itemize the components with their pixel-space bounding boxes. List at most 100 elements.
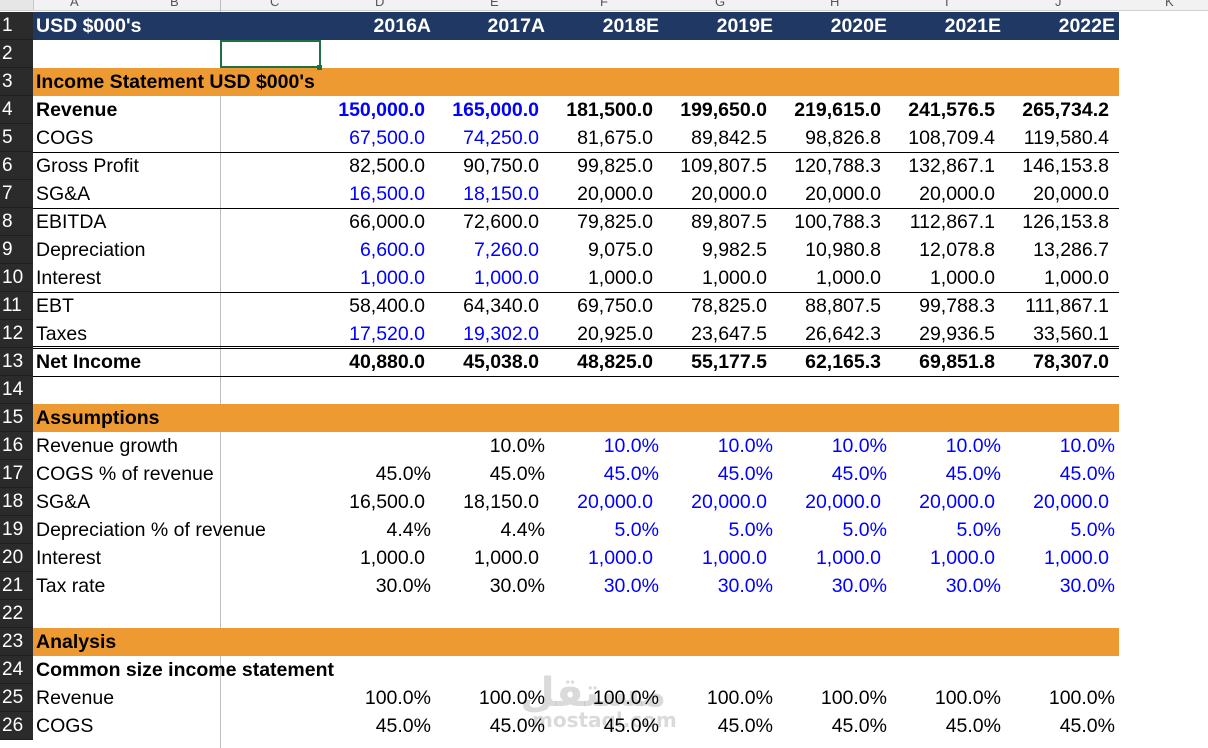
row-number[interactable]: 22 xyxy=(0,600,33,628)
row-number[interactable]: 15 xyxy=(0,404,33,432)
value-cell[interactable]: 79,825.0 xyxy=(577,211,653,233)
value-cell[interactable]: 89,842.5 xyxy=(691,127,767,149)
row-number[interactable]: 17 xyxy=(0,460,33,488)
value-cell[interactable]: 72,600.0 xyxy=(463,211,539,233)
value-cell[interactable]: 45.0% xyxy=(945,463,1001,485)
value-cell[interactable]: 10,980.8 xyxy=(805,239,881,261)
year-header-cell[interactable]: 2021E xyxy=(944,15,1001,37)
row-label-cell[interactable]: SG&A xyxy=(36,491,91,513)
row-number[interactable]: 21 xyxy=(0,572,33,600)
value-cell[interactable]: 45.0% xyxy=(1059,463,1115,485)
value-cell[interactable]: 20,000.0 xyxy=(577,183,653,205)
value-cell[interactable]: 88,807.5 xyxy=(805,295,881,317)
value-cell[interactable]: 45.0% xyxy=(717,463,773,485)
value-cell[interactable]: 78,307.0 xyxy=(1033,351,1109,373)
value-cell[interactable]: 45.0% xyxy=(831,463,887,485)
value-cell[interactable]: 30.0% xyxy=(1059,575,1115,597)
value-cell[interactable]: 18,150.0 xyxy=(463,183,539,205)
value-cell[interactable]: 30.0% xyxy=(831,575,887,597)
row-number[interactable]: 19 xyxy=(0,516,33,544)
value-cell[interactable]: 5.0% xyxy=(956,519,1001,541)
value-cell[interactable]: 20,000.0 xyxy=(1033,491,1109,513)
value-cell[interactable]: 10.0% xyxy=(489,435,545,457)
value-cell[interactable]: 45.0% xyxy=(489,715,545,737)
row-label-cell[interactable]: Analysis xyxy=(36,631,117,653)
value-cell[interactable]: 40,880.0 xyxy=(349,351,425,373)
value-cell[interactable]: 265,734.2 xyxy=(1022,99,1109,121)
value-cell[interactable]: 109,807.5 xyxy=(680,155,767,177)
value-cell[interactable]: 20,000.0 xyxy=(805,183,881,205)
year-header-cell[interactable]: 2020E xyxy=(830,15,887,37)
value-cell[interactable]: 100.0% xyxy=(364,687,431,709)
column-letter[interactable]: A xyxy=(70,0,79,9)
selected-cell-c2[interactable] xyxy=(220,40,321,68)
value-cell[interactable]: 126,153.8 xyxy=(1022,211,1109,233)
row-label-cell[interactable]: Interest xyxy=(36,267,102,289)
value-cell[interactable]: 45.0% xyxy=(603,463,659,485)
value-cell[interactable]: 10.0% xyxy=(945,435,1001,457)
row-number[interactable]: 4 xyxy=(0,96,33,124)
row-label-cell[interactable]: Revenue xyxy=(36,687,115,709)
column-letter[interactable]: J xyxy=(1055,0,1062,9)
value-cell[interactable]: 1,000.0 xyxy=(929,547,995,569)
value-cell[interactable]: 10.0% xyxy=(603,435,659,457)
row-number[interactable]: 24 xyxy=(0,656,33,684)
value-cell[interactable]: 146,153.8 xyxy=(1022,155,1109,177)
value-cell[interactable]: 89,807.5 xyxy=(691,211,767,233)
column-letter[interactable]: H xyxy=(830,0,840,9)
value-cell[interactable]: 29,936.5 xyxy=(919,323,995,345)
value-cell[interactable]: 1,000.0 xyxy=(701,547,767,569)
row-label-cell[interactable]: EBITDA xyxy=(36,211,107,233)
value-cell[interactable]: 1,000.0 xyxy=(701,267,767,289)
value-cell[interactable]: 100.0% xyxy=(934,687,1001,709)
value-cell[interactable]: 30.0% xyxy=(717,575,773,597)
row-label-cell[interactable]: Gross Profit xyxy=(36,155,139,177)
row-number[interactable]: 10 xyxy=(0,264,33,292)
value-cell[interactable]: 4.4% xyxy=(500,519,545,541)
row-number[interactable]: 20 xyxy=(0,544,33,572)
value-cell[interactable]: 30.0% xyxy=(489,575,545,597)
value-cell[interactable]: 5.0% xyxy=(1070,519,1115,541)
value-cell[interactable]: 82,500.0 xyxy=(349,155,425,177)
value-cell[interactable]: 17,520.0 xyxy=(349,323,425,345)
value-cell[interactable]: 1,000.0 xyxy=(929,267,995,289)
row-number[interactable]: 26 xyxy=(0,712,33,740)
value-cell[interactable]: 33,560.1 xyxy=(1033,323,1109,345)
year-header-cell[interactable]: 2016A xyxy=(373,15,431,37)
value-cell[interactable]: 55,177.5 xyxy=(691,351,767,373)
column-letter[interactable]: I xyxy=(945,0,949,9)
value-cell[interactable]: 1,000.0 xyxy=(815,267,881,289)
value-cell[interactable]: 58,400.0 xyxy=(349,295,425,317)
year-header-cell[interactable]: 2017A xyxy=(487,15,545,37)
value-cell[interactable]: 5.0% xyxy=(614,519,659,541)
value-cell[interactable]: 20,000.0 xyxy=(1033,183,1109,205)
value-cell[interactable]: 78,825.0 xyxy=(691,295,767,317)
row-number[interactable]: 7 xyxy=(0,180,33,208)
value-cell[interactable]: 64,340.0 xyxy=(463,295,539,317)
value-cell[interactable]: 69,851.8 xyxy=(919,351,995,373)
value-cell[interactable]: 30.0% xyxy=(603,575,659,597)
row-label-cell[interactable]: COGS xyxy=(36,127,94,149)
row-label-cell[interactable]: COGS % of revenue xyxy=(36,463,214,485)
value-cell[interactable]: 132,867.1 xyxy=(908,155,995,177)
value-cell[interactable]: 1,000.0 xyxy=(1043,267,1109,289)
value-cell[interactable]: 1,000.0 xyxy=(587,267,653,289)
row-number[interactable]: 23 xyxy=(0,628,33,656)
value-cell[interactable]: 20,000.0 xyxy=(919,183,995,205)
value-cell[interactable]: 1,000.0 xyxy=(473,547,539,569)
value-cell[interactable]: 111,867.1 xyxy=(1025,295,1109,317)
value-cell[interactable]: 6,600.0 xyxy=(359,239,425,261)
column-letter[interactable]: F xyxy=(600,0,608,9)
row-number[interactable]: 13 xyxy=(0,348,33,376)
value-cell[interactable]: 45.0% xyxy=(375,715,431,737)
value-cell[interactable]: 69,750.0 xyxy=(577,295,653,317)
value-cell[interactable]: 13,286.7 xyxy=(1033,239,1109,261)
value-cell[interactable] xyxy=(321,432,431,460)
value-cell[interactable]: 5.0% xyxy=(728,519,773,541)
value-cell[interactable]: 45.0% xyxy=(945,715,1001,737)
value-cell[interactable]: 219,615.0 xyxy=(794,99,881,121)
value-cell[interactable]: 20,000.0 xyxy=(805,491,881,513)
column-letter[interactable]: E xyxy=(490,0,499,9)
row-number[interactable]: 12 xyxy=(0,320,33,348)
value-cell[interactable]: 45.0% xyxy=(1059,715,1115,737)
